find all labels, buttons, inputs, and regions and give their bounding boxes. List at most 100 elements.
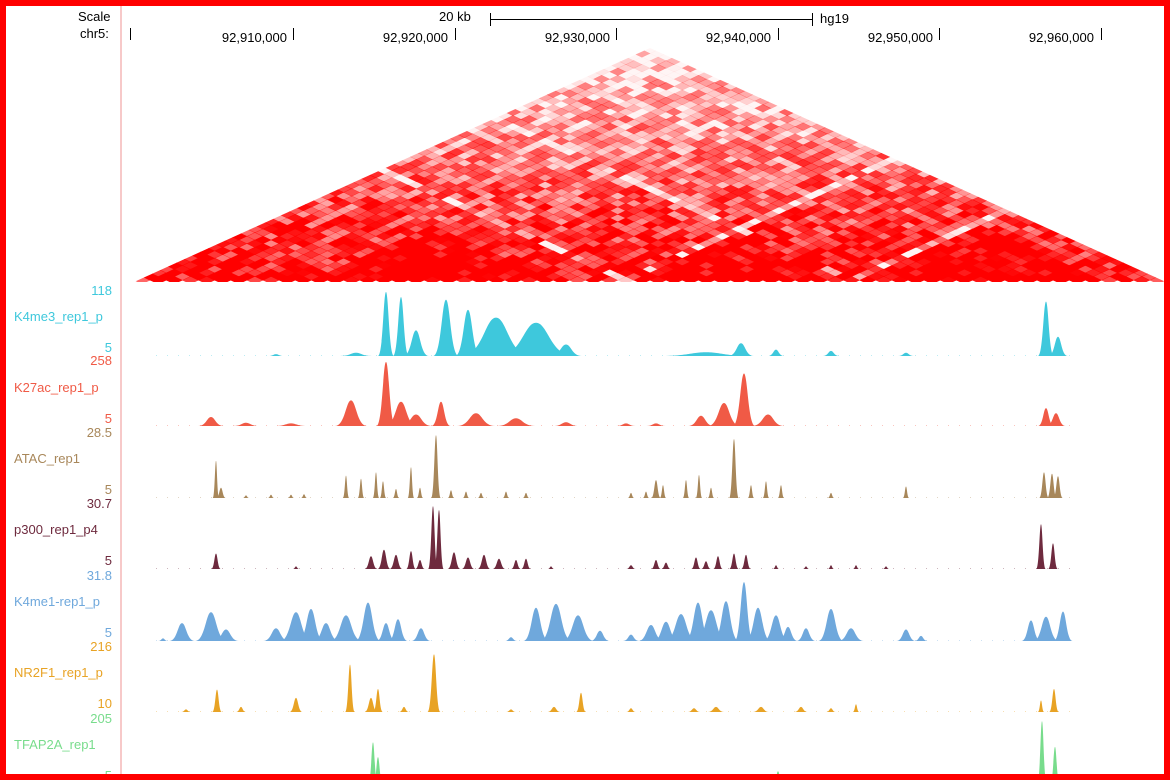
signal-baseline <box>651 711 652 712</box>
signal-baseline <box>772 425 773 426</box>
hic-cell <box>633 115 651 124</box>
signal-baseline <box>948 355 949 356</box>
signal-baseline <box>1036 711 1037 712</box>
track-1-name[interactable]: K27ac_rep1_p <box>14 381 99 395</box>
hic-cell <box>593 67 611 76</box>
hic-cell <box>1085 276 1102 282</box>
signal-baseline <box>794 711 795 712</box>
signal-baseline <box>871 568 872 569</box>
signal-baseline <box>541 568 542 569</box>
hic-cell <box>488 129 506 138</box>
hic-cell <box>625 111 643 120</box>
signal-baseline <box>442 640 443 641</box>
signal-baseline <box>398 711 399 712</box>
signal-baseline <box>882 640 883 641</box>
hic-cell <box>843 144 860 153</box>
hic-cell <box>778 166 796 175</box>
track-5-min: 10 <box>97 696 112 711</box>
track-2-name[interactable]: ATAC_rep1 <box>14 452 80 466</box>
hic-cell <box>496 140 514 149</box>
hic-cell <box>633 49 651 58</box>
track-4-name[interactable]: K4me1-rep1_p <box>14 595 100 609</box>
hic-cell <box>673 60 691 69</box>
signal-baseline <box>266 497 267 498</box>
hic-cell <box>617 166 635 175</box>
hic-cell <box>472 276 490 282</box>
hic-cell <box>980 206 998 215</box>
hic-cell <box>698 86 715 95</box>
hic-cell <box>182 276 199 282</box>
track-5-name[interactable]: NR2F1_rep1_p <box>14 666 103 680</box>
signal-baseline <box>970 711 971 712</box>
hic-cell <box>633 64 651 73</box>
hic-cell <box>665 86 683 95</box>
hic-cell <box>730 276 748 282</box>
hic-cell <box>633 173 651 182</box>
hic-cell <box>504 115 522 124</box>
hic-cell <box>883 162 901 171</box>
signal-baseline <box>222 568 223 569</box>
signal-peak <box>213 629 239 641</box>
track-3-name[interactable]: p300_rep1_p4 <box>14 523 98 537</box>
hic-cell <box>641 67 659 76</box>
signal-baseline <box>574 711 575 712</box>
hic-cell <box>601 210 619 219</box>
hic-cell <box>681 181 699 190</box>
track-6-name[interactable]: TFAP2A_rep1 <box>14 738 96 752</box>
hic-cell <box>988 276 1006 282</box>
hic-cell <box>883 192 901 201</box>
hic-cell <box>915 206 933 215</box>
signal-baseline <box>343 425 344 426</box>
hic-cell <box>915 235 933 244</box>
signal-baseline <box>1025 425 1026 426</box>
track-4-max: 31.8 <box>86 568 112 583</box>
hic-cell <box>544 126 562 135</box>
signal-baseline <box>959 425 960 426</box>
hic-cell <box>657 228 675 237</box>
signal-baseline <box>288 640 289 641</box>
signal-baseline <box>552 497 553 498</box>
signal-baseline <box>794 568 795 569</box>
hic-cell <box>593 82 611 91</box>
signal-baseline <box>827 640 828 641</box>
signal-peak <box>1037 700 1045 712</box>
hic-cell <box>665 144 683 153</box>
hic-cell <box>738 162 756 171</box>
track-0-signal <box>156 292 1070 356</box>
signal-baseline <box>376 640 377 641</box>
hic-cell <box>665 107 683 116</box>
signal-baseline <box>717 425 718 426</box>
hic-cell <box>681 93 699 102</box>
signal-baseline <box>783 568 784 569</box>
hic-cell <box>593 89 611 98</box>
signal-baseline <box>519 355 520 356</box>
signal-baseline <box>200 497 201 498</box>
signal-baseline <box>244 355 245 356</box>
hic-cell <box>641 155 659 164</box>
signal-peak <box>456 413 496 426</box>
signal-peak <box>300 494 308 498</box>
hic-cell <box>794 203 812 212</box>
hic-cell <box>730 137 748 146</box>
hic-cell <box>673 126 691 135</box>
signal-baseline <box>519 640 520 641</box>
signal-baseline <box>904 640 905 641</box>
hic-cell <box>633 100 651 109</box>
signal-peak <box>732 373 756 426</box>
signal-peak <box>497 322 575 356</box>
hic-cell <box>843 268 860 277</box>
signal-peak <box>233 422 259 426</box>
track-4-min: 5 <box>104 625 112 640</box>
hic-cell <box>746 232 764 241</box>
signal-baseline <box>442 497 443 498</box>
hic-cell <box>786 184 804 193</box>
hic-cell <box>722 82 740 91</box>
signal-peak <box>708 706 724 712</box>
hic-cell <box>835 177 852 186</box>
signal-baseline <box>541 640 542 641</box>
track-0-name[interactable]: K4me3_rep1_p <box>14 310 103 324</box>
hic-cell <box>593 111 611 120</box>
hic-cell <box>754 140 772 149</box>
hic-cell <box>649 71 667 80</box>
hic-cell <box>359 276 377 282</box>
